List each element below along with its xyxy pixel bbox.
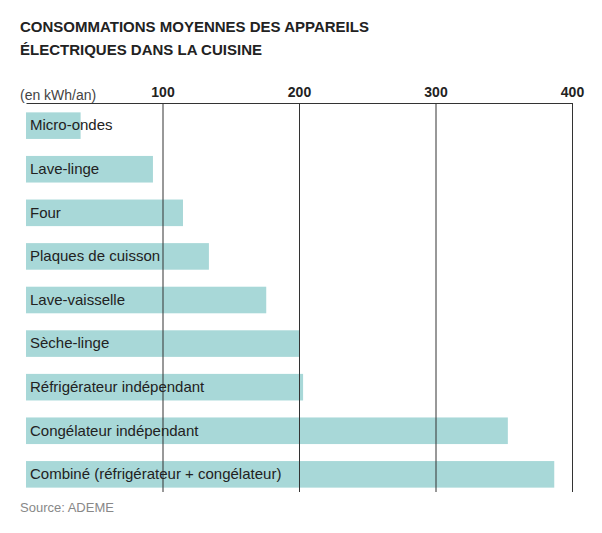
- tick-label: 300: [424, 84, 448, 100]
- grid-line: [572, 103, 573, 492]
- category-label: Combiné (réfrigérateur + congélateur): [30, 465, 281, 482]
- tick: Sèche-linge: [30, 334, 109, 351]
- tick-label: 400: [561, 84, 585, 100]
- x-axis: 100 200 300 400: [27, 84, 585, 492]
- tick: Four: [30, 204, 61, 221]
- source: Source: ADEME: [20, 500, 114, 515]
- grid-line: [299, 103, 300, 492]
- bar: [26, 200, 183, 227]
- axis-label: (en kWh/an): [20, 87, 96, 103]
- tick: Réfrigérateur indépendant: [30, 378, 205, 395]
- title: CONSOMMATIONS MOYENNES DES APPAREILS ÉLEC…: [20, 18, 369, 58]
- tick: Combiné (réfrigérateur + congélateur): [30, 465, 281, 482]
- bar: [26, 461, 554, 488]
- category-label: Four: [30, 204, 61, 221]
- tick-label: 100: [151, 84, 175, 100]
- tick: Plaques de cuisson: [30, 247, 160, 264]
- tick: Congélateur indépendant: [30, 422, 199, 439]
- bar: [26, 156, 153, 183]
- category-label: Sèche-linge: [30, 334, 109, 351]
- category-label: Lave-vaisselle: [30, 291, 125, 308]
- title-line: ÉLECTRIQUES DANS LA CUISINE: [20, 41, 262, 58]
- tick: Lave-linge: [30, 160, 99, 177]
- bar: [26, 374, 303, 401]
- category-label: Congélateur indépendant: [30, 422, 199, 439]
- bar: [26, 243, 209, 270]
- bar: [26, 287, 266, 314]
- tick: 200: [288, 84, 312, 492]
- tick-label: 200: [288, 84, 312, 100]
- category-label: Lave-linge: [30, 160, 99, 177]
- title-line: CONSOMMATIONS MOYENNES DES APPAREILS: [20, 18, 369, 35]
- grid-line: [436, 103, 437, 492]
- bars: [26, 112, 554, 487]
- tick: 300: [424, 84, 448, 492]
- chart: CONSOMMATIONS MOYENNES DES APPAREILS ÉLEC…: [0, 0, 602, 533]
- tick: Micro-ondes: [30, 116, 113, 133]
- y-axis: Micro-ondes Lave-linge Four Plaques de cuis…: [30, 116, 281, 482]
- category-label: Micro-ondes: [30, 116, 113, 133]
- category-label: Plaques de cuisson: [30, 247, 160, 264]
- tick: Lave-vaisselle: [30, 291, 125, 308]
- category-label: Réfrigérateur indépendant: [30, 378, 205, 395]
- tick: 400: [561, 84, 585, 492]
